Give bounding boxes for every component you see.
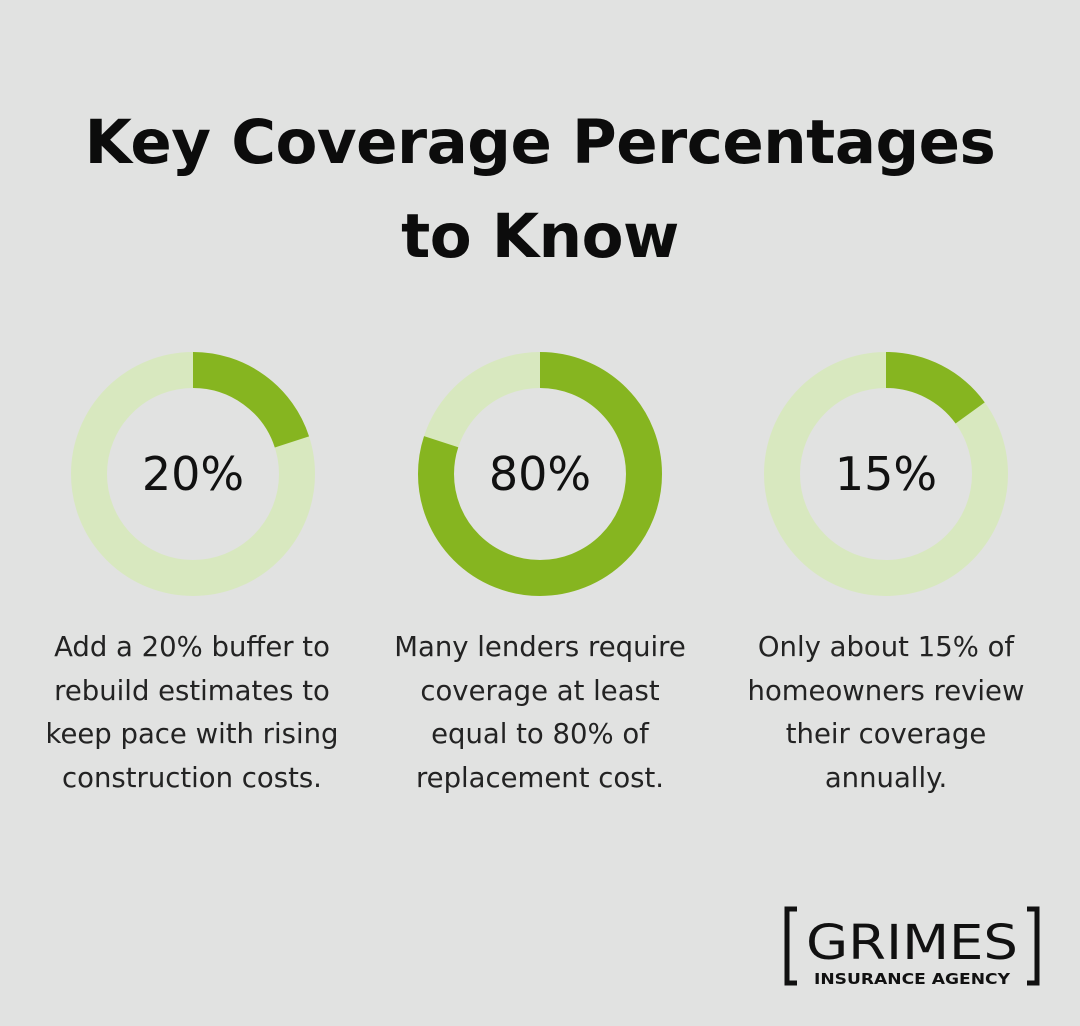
donut-arc-15 (764, 352, 1008, 596)
logo-left-bracket (784, 906, 797, 986)
donut-arc-80 (418, 352, 662, 596)
description-20: Add a 20% buffer to rebuild estimates to… (45, 631, 339, 794)
description-80: Many lenders require coverage at least e… (394, 631, 686, 794)
grimes-logo: GRIMES INSURANCE AGENCY (784, 905, 1040, 987)
logo-name: GRIMES (806, 915, 1018, 971)
description-15: Only about 15% of homeowners review thei… (747, 631, 1025, 794)
donut-chart-80: 80% (418, 352, 662, 596)
donut-ring-15 (764, 352, 1008, 596)
donut-value-20: 20% (141, 447, 245, 501)
title-line-2: to Know (401, 201, 679, 272)
donut-chart-20: 20% (71, 352, 315, 596)
logo-right-bracket (1027, 906, 1040, 986)
donut-arc-20 (71, 352, 315, 596)
donut-ring-20 (71, 352, 315, 596)
title-line-1: Key Coverage Percentages (84, 107, 996, 178)
donut-chart-15: 15% (764, 352, 1008, 596)
logo-tagline: INSURANCE AGENCY (814, 970, 1011, 987)
donut-value-15: 15% (834, 447, 938, 501)
donut-value-80: 80% (488, 447, 592, 501)
page-title: Key Coverage Percentages to Know (40, 96, 1040, 284)
logo-graphic: GRIMES INSURANCE AGENCY (784, 906, 1040, 987)
donut-ring-80 (418, 352, 662, 596)
